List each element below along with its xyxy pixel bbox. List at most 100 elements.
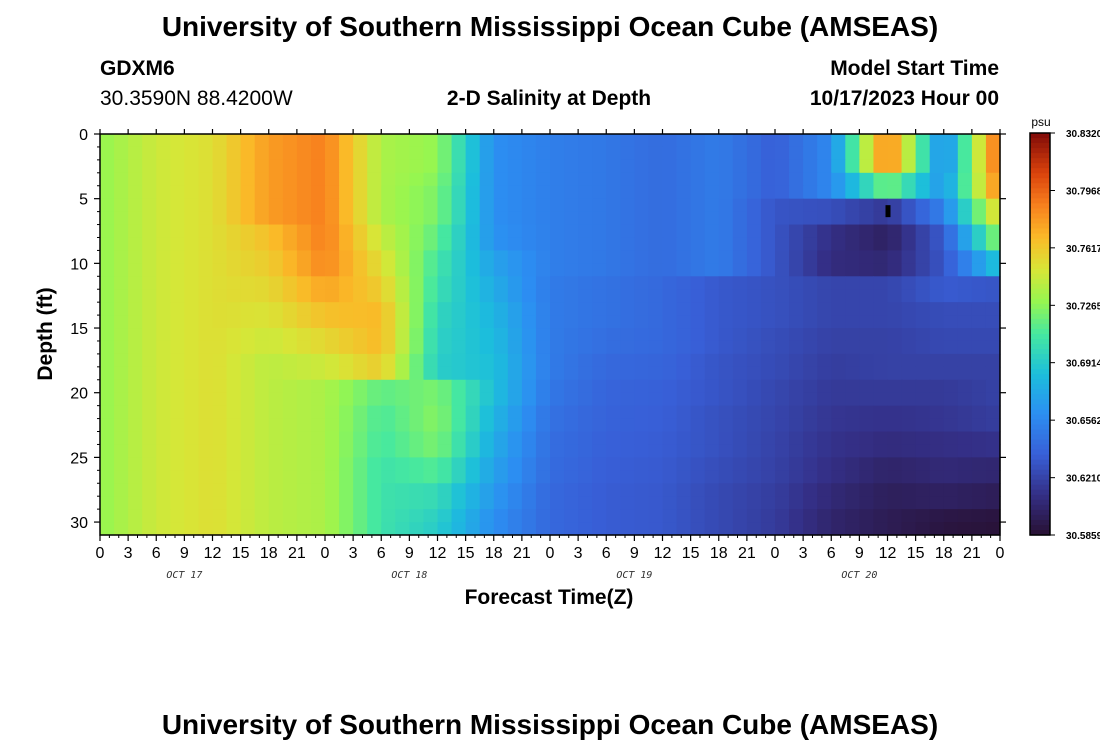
heatmap-cell [254,457,270,471]
heatmap-cell [704,353,720,368]
heatmap-cell [493,353,509,368]
heatmap-cell [859,172,875,187]
heatmap-cell [803,483,818,497]
heatmap-cell [493,302,509,316]
heatmap-cell [859,289,875,303]
heatmap-cell [128,134,143,148]
heatmap-cell [648,496,664,510]
heatmap-cell [409,328,425,342]
heatmap-cell [985,483,1001,497]
heatmap-cell [676,198,692,213]
heatmap-cell [887,418,903,433]
heatmap-cell [128,198,143,213]
heatmap-cell [718,237,734,252]
heatmap-cell [142,340,157,355]
heatmap-cell [746,379,762,394]
heatmap-cell [606,134,621,148]
heatmap-cell [423,431,439,446]
heatmap-cell [353,198,368,213]
heatmap-cell [760,405,776,420]
heatmap-cell [310,263,326,277]
colorbar-segment [1030,213,1050,220]
heatmap-cell [676,405,692,420]
heatmap-cell [957,444,973,458]
heatmap-cell [395,276,410,290]
heatmap-cell [634,289,650,303]
heatmap-cell [704,470,720,484]
heatmap-cell [535,250,551,264]
heatmap-cell [550,470,565,484]
heatmap-cell [282,289,298,303]
heatmap-cell [971,431,987,446]
heatmap-cell [845,263,860,277]
heatmap-cell [901,146,917,161]
heatmap-cell [184,211,200,226]
heatmap-cell [592,353,607,368]
heatmap-cell [142,250,157,264]
heatmap-cell [535,198,551,213]
heatmap-cell [929,237,945,252]
heatmap-cell [887,340,903,355]
heatmap-cell [156,431,171,446]
colorbar-segment [1030,469,1050,476]
heatmap-cell [971,340,987,355]
heatmap-cell [746,159,762,174]
heatmap-cell [943,250,959,264]
heatmap-cell [310,159,326,174]
heatmap-cell [592,315,607,329]
heatmap-cell [507,483,523,497]
heatmap-cell [564,250,579,264]
heatmap-cell [409,340,425,355]
colorbar-segment [1030,168,1050,174]
heatmap-cell [479,263,495,277]
heatmap-cell [704,444,720,458]
heatmap-cell [521,146,537,161]
heatmap-cell [465,328,481,342]
heatmap-cell [226,366,242,381]
heatmap-cell [915,496,931,510]
heatmap-cell [662,444,678,458]
heatmap-cell [465,496,481,510]
heatmap-cell [353,315,368,329]
heatmap-cell [535,483,551,497]
heatmap-cell [184,250,200,264]
heatmap-cell [184,185,200,200]
heatmap-cell [690,302,706,316]
heatmap-cell [198,185,214,200]
heatmap-cell [606,392,621,407]
heatmap-cell [929,509,945,523]
heatmap-cell [704,211,720,226]
colorbar-segment [1030,399,1050,405]
heatmap-cell [114,315,129,329]
heatmap-cell [676,263,692,277]
heatmap-cell [901,353,917,368]
heatmap-cell [100,224,115,239]
heatmap-cell [170,159,185,174]
heatmap-cell [648,418,664,433]
heatmap-cell [423,418,439,433]
heatmap-cell [184,431,200,446]
heatmap-cell [803,470,818,484]
heatmap-cell [170,328,185,342]
heatmap-cell [493,276,509,290]
colorbar-segment [1030,339,1050,345]
heatmap-cell [100,159,115,174]
heatmap-cell [395,353,410,368]
heatmap-cell [873,418,889,433]
colorbar-segment [1030,318,1050,325]
heatmap-cell [170,315,185,329]
heatmap-cell [943,353,959,368]
heatmap-cell [170,134,185,148]
heatmap-cell [128,185,143,200]
heatmap-cell [437,276,453,290]
x-tick-label: 9 [405,545,414,562]
heatmap-cell [620,237,635,252]
heatmap-cell [254,328,270,342]
colorbar-segment [1030,459,1050,466]
heatmap-cell [296,224,312,239]
heatmap-cell [957,185,973,200]
heatmap-cell [971,366,987,381]
heatmap-cell [775,444,790,458]
heatmap-cell [845,379,860,394]
heatmap-cell [212,366,228,381]
